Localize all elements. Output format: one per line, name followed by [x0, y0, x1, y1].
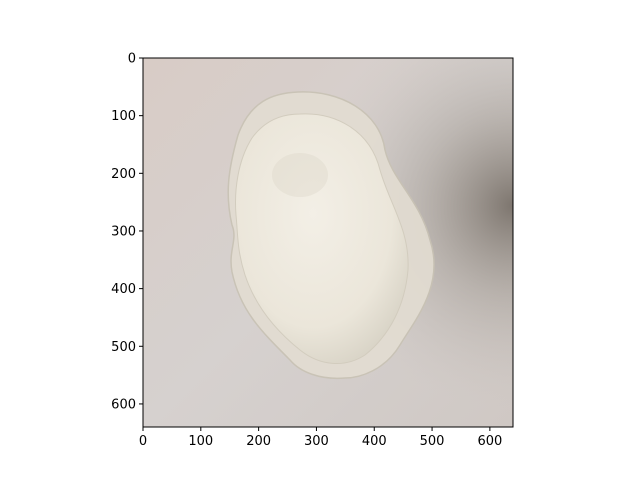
x-tick-label: 400	[362, 434, 387, 449]
x-tick-label: 500	[420, 434, 445, 449]
object-body	[235, 113, 409, 365]
object-highlight	[272, 153, 328, 197]
y-tick-label: 600	[111, 397, 136, 412]
x-tick-label: 200	[246, 434, 271, 449]
x-tick-label: 300	[304, 434, 329, 449]
y-tick-label: 300	[111, 224, 136, 239]
photo-image	[143, 58, 513, 427]
x-tick-label: 600	[477, 434, 502, 449]
y-tick-label: 0	[128, 52, 136, 67]
x-tick-label: 0	[139, 434, 147, 449]
y-tick-label: 500	[111, 340, 136, 355]
x-tick-label: 100	[188, 434, 213, 449]
y-tick-label: 100	[111, 109, 136, 124]
y-tick-label: 200	[111, 167, 136, 182]
y-tick-label: 400	[111, 282, 136, 297]
y-axis: 0 100 200 300 400 500 600	[111, 52, 143, 412]
x-axis: 0 100 200 300 400 500 600	[139, 427, 502, 449]
axes-frame	[142, 57, 514, 428]
